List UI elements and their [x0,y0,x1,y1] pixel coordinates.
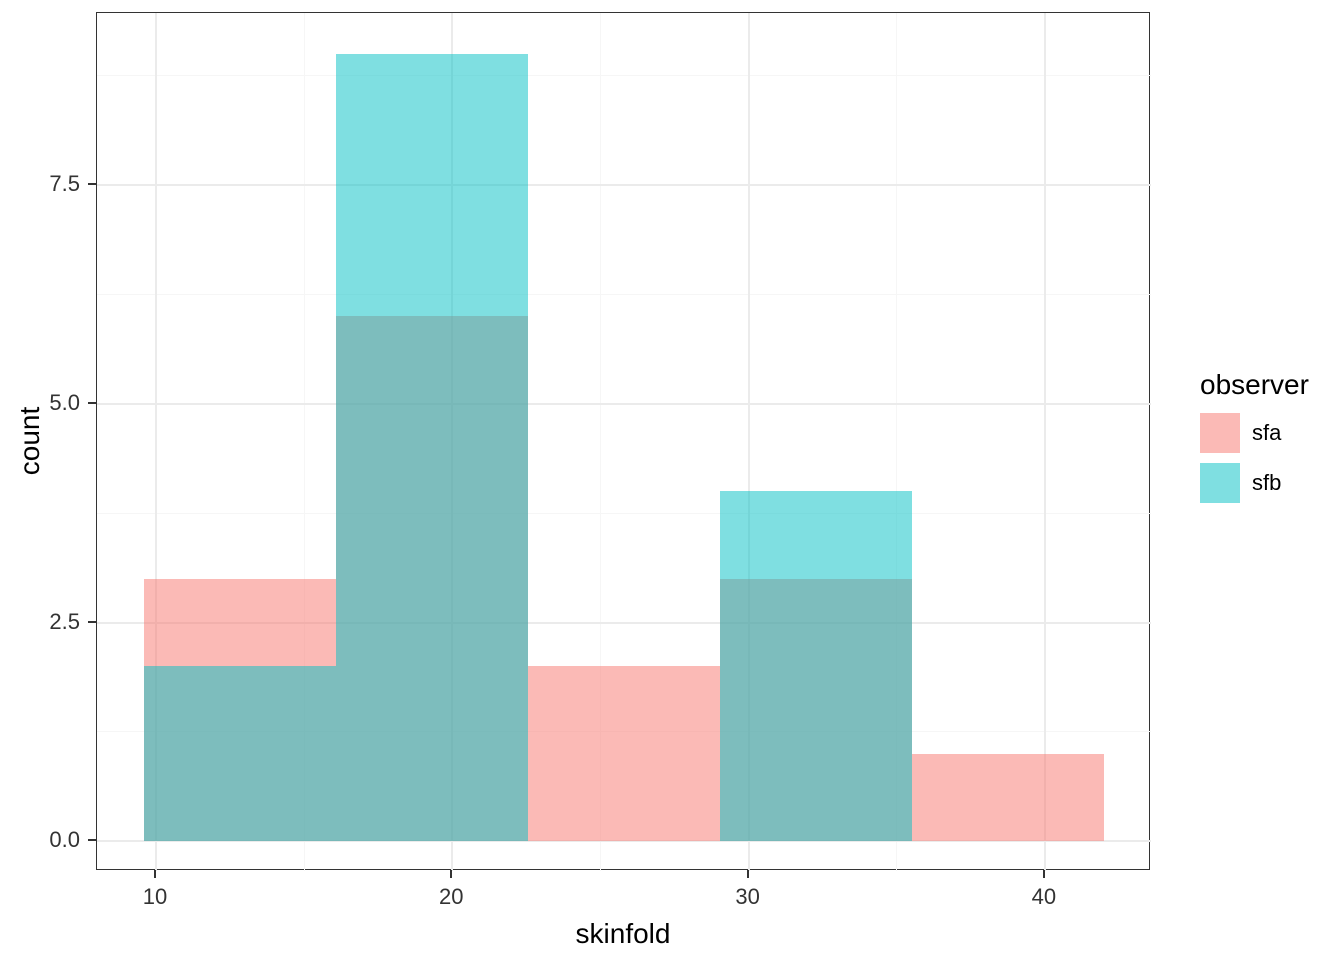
x-minor-gridline [303,13,305,871]
legend-item-sfa: sfa [1200,413,1309,453]
y-tick [88,620,96,623]
legend: observer sfa sfb [1200,369,1309,513]
x-tick [746,870,749,878]
bar-sfa-bin5 [912,753,1105,842]
y-minor-gridline [97,75,1151,77]
y-major-gridline [97,840,1151,843]
y-tick [88,839,96,842]
y-tick-label: 7.5 [49,171,80,197]
x-axis-title: skinfold [575,918,671,949]
x-minor-gridline [896,13,898,871]
x-major-gridline [747,13,750,871]
x-major-gridline [1043,13,1046,871]
y-tick-label: 0.0 [49,827,80,853]
plot-panel [96,12,1151,871]
legend-item-sfb: sfb [1200,463,1309,503]
y-tick [88,183,96,186]
y-major-gridline [97,402,1151,405]
y-tick-label: 5.0 [49,389,80,415]
y-tick-label: 2.5 [49,608,80,634]
x-tick [450,870,453,878]
bar-sfb-bin2 [336,54,529,842]
bar-sfb-bin4 [720,491,913,842]
y-major-gridline [97,184,1151,187]
x-minor-gridline [599,13,601,871]
legend-label-sfa: sfa [1252,420,1282,445]
legend-label-sfb: sfb [1252,470,1282,495]
bar-sfb-bin1 [144,666,337,842]
legend-key-sfb-swatch [1200,463,1240,503]
y-axis-title: count [14,406,45,476]
x-tick-label: 10 [142,884,168,909]
legend-title: observer [1200,369,1309,400]
x-tick [153,870,156,878]
x-tick [1042,870,1045,878]
x-tick-label: 40 [1031,884,1057,909]
legend-items: sfa sfb [1200,413,1309,513]
y-tick [88,401,96,404]
x-major-gridline [154,13,157,871]
bar-sfa-bin3 [528,666,721,842]
y-minor-gridline [97,294,1151,296]
legend-key-sfa-swatch [1200,413,1240,453]
y-major-gridline [97,621,1151,624]
x-tick-label: 30 [735,884,760,909]
x-tick-label: 20 [439,884,464,909]
y-minor-gridline [97,512,1151,514]
